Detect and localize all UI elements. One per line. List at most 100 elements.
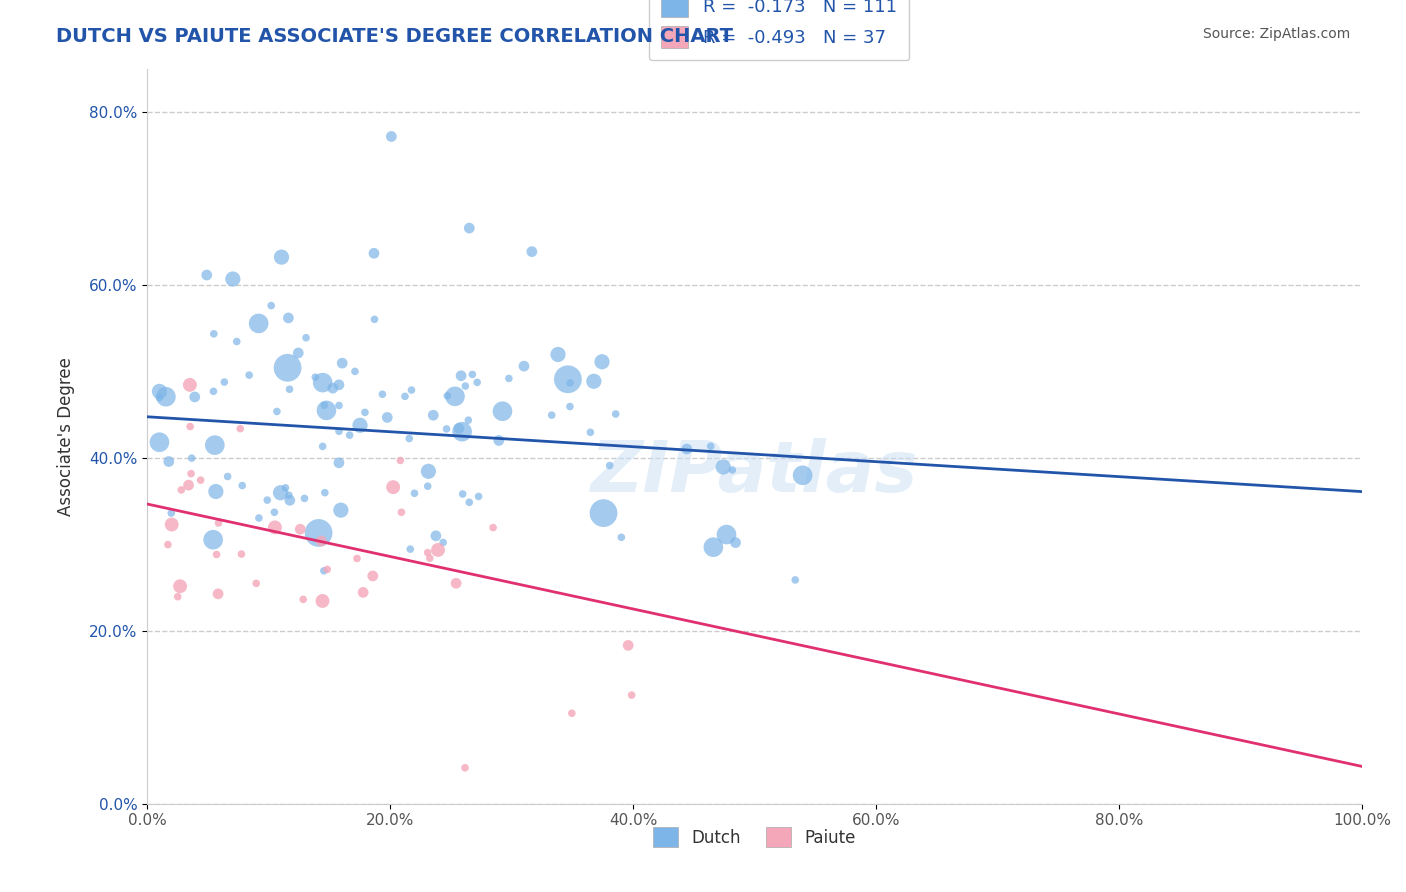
Point bbox=[343, 364, 366, 378]
Point bbox=[278, 382, 301, 396]
Point bbox=[450, 368, 472, 383]
Point bbox=[380, 129, 402, 144]
Point bbox=[314, 485, 336, 500]
Point bbox=[699, 439, 721, 453]
Point bbox=[330, 356, 353, 370]
Point bbox=[599, 458, 621, 473]
Point bbox=[266, 404, 288, 418]
Point bbox=[256, 493, 278, 508]
Point bbox=[675, 442, 697, 456]
Point bbox=[444, 389, 467, 403]
Point bbox=[148, 391, 170, 405]
Point bbox=[304, 370, 326, 384]
Point bbox=[339, 428, 361, 442]
Point bbox=[311, 439, 333, 453]
Point bbox=[579, 425, 602, 440]
Point bbox=[454, 761, 477, 775]
Point bbox=[287, 346, 309, 360]
Point bbox=[229, 422, 252, 436]
Point bbox=[721, 463, 744, 477]
Point bbox=[404, 486, 426, 500]
Point bbox=[202, 533, 225, 547]
Point bbox=[457, 413, 479, 427]
Text: Source: ZipAtlas.com: Source: ZipAtlas.com bbox=[1202, 27, 1350, 41]
Point bbox=[419, 551, 441, 566]
Point bbox=[316, 562, 339, 576]
Point bbox=[416, 479, 439, 493]
Point bbox=[540, 408, 562, 422]
Point bbox=[277, 310, 299, 325]
Point bbox=[363, 246, 385, 260]
Point bbox=[488, 434, 510, 448]
Point bbox=[432, 535, 454, 549]
Point bbox=[394, 389, 416, 403]
Point bbox=[382, 480, 405, 494]
Point bbox=[418, 464, 440, 478]
Point bbox=[513, 359, 536, 373]
Legend: Dutch, Paiute: Dutch, Paiute bbox=[647, 821, 863, 855]
Point bbox=[157, 454, 180, 468]
Point bbox=[263, 505, 285, 519]
Point bbox=[148, 435, 170, 450]
Point bbox=[491, 404, 513, 418]
Point bbox=[204, 438, 226, 452]
Point bbox=[277, 488, 299, 502]
Point bbox=[184, 390, 207, 404]
Point bbox=[592, 506, 614, 520]
Point bbox=[711, 460, 734, 475]
Point bbox=[352, 585, 374, 599]
Point bbox=[375, 410, 398, 425]
Point bbox=[260, 299, 283, 313]
Point bbox=[315, 403, 337, 417]
Point bbox=[399, 542, 422, 557]
Point bbox=[461, 368, 484, 382]
Point bbox=[214, 375, 236, 389]
Point bbox=[498, 371, 520, 385]
Point bbox=[238, 368, 260, 383]
Point bbox=[292, 592, 315, 607]
Point bbox=[190, 473, 212, 487]
Point bbox=[160, 506, 183, 520]
Point bbox=[416, 546, 439, 560]
Point bbox=[465, 376, 488, 390]
Point bbox=[444, 576, 467, 591]
Point bbox=[328, 456, 350, 470]
Point bbox=[436, 389, 458, 403]
Point bbox=[217, 469, 239, 483]
Point bbox=[467, 490, 489, 504]
Point bbox=[311, 594, 333, 608]
Point bbox=[155, 390, 177, 404]
Point bbox=[205, 548, 228, 562]
Point bbox=[422, 408, 444, 422]
Point bbox=[371, 387, 394, 401]
Point bbox=[202, 384, 225, 399]
Point bbox=[785, 573, 807, 587]
Point bbox=[427, 543, 450, 558]
Point bbox=[558, 376, 581, 390]
Point bbox=[436, 422, 458, 436]
Point bbox=[447, 421, 470, 435]
Point bbox=[270, 485, 292, 500]
Point bbox=[328, 424, 350, 438]
Point bbox=[582, 374, 605, 388]
Point bbox=[245, 576, 267, 591]
Point bbox=[391, 505, 413, 519]
Y-axis label: Associate's Degree: Associate's Degree bbox=[58, 357, 75, 516]
Point bbox=[329, 503, 352, 517]
Point bbox=[222, 272, 245, 286]
Point bbox=[354, 405, 377, 419]
Text: DUTCH VS PAIUTE ASSOCIATE'S DEGREE CORRELATION CHART: DUTCH VS PAIUTE ASSOCIATE'S DEGREE CORRE… bbox=[56, 27, 734, 45]
Point bbox=[160, 517, 183, 532]
Point bbox=[520, 244, 543, 259]
Point bbox=[270, 250, 292, 264]
Point bbox=[170, 483, 193, 497]
Point bbox=[558, 400, 581, 414]
Point bbox=[312, 564, 335, 578]
Point bbox=[702, 540, 724, 554]
Point bbox=[308, 525, 330, 540]
Point bbox=[398, 432, 420, 446]
Point bbox=[195, 268, 218, 282]
Point bbox=[311, 534, 333, 549]
Point bbox=[166, 590, 188, 604]
Point bbox=[328, 377, 350, 392]
